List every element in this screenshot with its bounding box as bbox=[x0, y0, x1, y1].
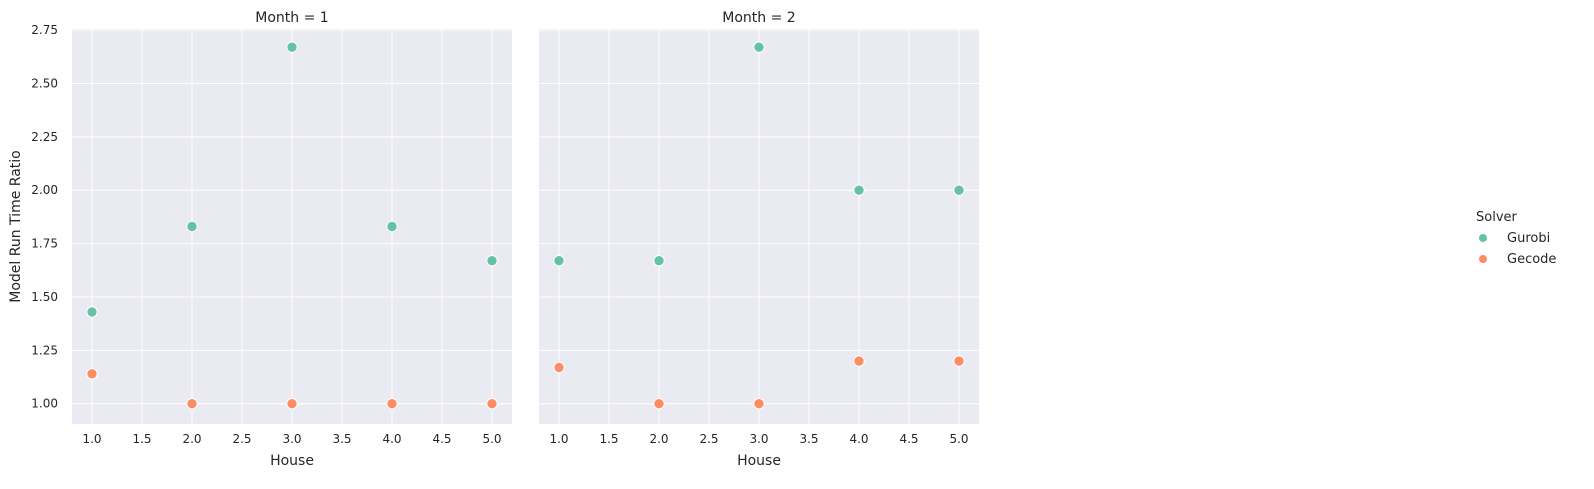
data-point-gurobi bbox=[486, 254, 498, 267]
legend-label-gecode: Gecode bbox=[1507, 252, 1556, 267]
x-tick-label: 1.5 bbox=[599, 432, 618, 446]
legend-marker-gecode bbox=[1478, 254, 1488, 264]
x-tick-label: 3.5 bbox=[332, 432, 351, 446]
x-tick-label: 2.5 bbox=[232, 432, 251, 446]
data-point-gurobi bbox=[86, 306, 98, 318]
x-tick-label: 1.0 bbox=[82, 432, 101, 446]
x-tick-label: 4.5 bbox=[899, 432, 918, 446]
x-tick-label: 4.5 bbox=[432, 432, 451, 446]
data-point-gecode bbox=[86, 368, 98, 380]
data-point-gecode bbox=[653, 398, 665, 410]
x-tick-label: 1.5 bbox=[132, 432, 151, 446]
data-point-gecode bbox=[186, 398, 198, 410]
data-point-gecode bbox=[853, 355, 865, 367]
series-gurobi bbox=[86, 41, 498, 318]
x-tick-label: 4.0 bbox=[849, 432, 868, 446]
data-point-gurobi bbox=[853, 184, 865, 196]
series-gecode bbox=[553, 355, 965, 410]
data-point-gurobi bbox=[186, 220, 198, 233]
legend-title: Solver bbox=[1476, 210, 1518, 225]
y-tick-label: 1.50 bbox=[31, 290, 58, 304]
data-point-gecode bbox=[286, 398, 298, 410]
x-tick-label: 1.0 bbox=[549, 432, 568, 446]
data-point-gecode bbox=[953, 355, 965, 367]
plot-layer: 1.0 1.5 2.0 2.5 3.0 3.5 4.0 4.5 5.0 1.00 1.25 1.50 1… bbox=[8, 10, 979, 469]
data-point-gurobi bbox=[286, 41, 298, 53]
facet-title: Month = 2 bbox=[722, 10, 795, 26]
x-tick-label: 2.0 bbox=[182, 432, 201, 446]
y-tick-label: 1.25 bbox=[31, 343, 58, 357]
facet-panel-2: 1.0 1.5 2.0 2.5 3.0 3.5 4.0 4.5 5.0 Month = 2 Hous… bbox=[539, 10, 979, 469]
data-point-gecode bbox=[553, 361, 565, 374]
data-point-gurobi bbox=[386, 220, 398, 233]
x-tick-label: 4.0 bbox=[382, 432, 401, 446]
x-tick-label: 5.0 bbox=[949, 432, 968, 446]
data-point-gurobi bbox=[953, 184, 965, 196]
legend-label-gurobi: Gurobi bbox=[1507, 231, 1550, 246]
x-axis-label: House bbox=[270, 453, 314, 469]
data-point-gecode bbox=[486, 398, 498, 410]
x-tick-label: 3.0 bbox=[282, 432, 301, 446]
y-tick-label: 1.00 bbox=[31, 397, 58, 411]
y-tick-label: 1.75 bbox=[31, 237, 58, 251]
x-tick-label: 5.0 bbox=[482, 432, 501, 446]
y-tick-label: 2.25 bbox=[31, 130, 58, 144]
data-point-gecode bbox=[386, 398, 398, 410]
facet-title: Month = 1 bbox=[255, 10, 328, 26]
series-gurobi bbox=[553, 41, 965, 267]
x-axis-label: House bbox=[737, 453, 781, 469]
y-tick-label: 2.00 bbox=[31, 183, 58, 197]
y-tick-label: 2.50 bbox=[31, 76, 58, 90]
x-tick-label: 3.0 bbox=[749, 432, 768, 446]
x-tick-label: 2.5 bbox=[699, 432, 718, 446]
legend: Solver Gurobi Gecode bbox=[1476, 210, 1556, 267]
y-tick-label: 2.75 bbox=[31, 23, 58, 37]
data-point-gecode bbox=[753, 398, 765, 410]
y-axis-label: Model Run Time Ratio bbox=[8, 150, 24, 302]
series-gecode bbox=[86, 368, 498, 410]
data-point-gurobi bbox=[753, 41, 765, 53]
data-point-gurobi bbox=[653, 254, 665, 267]
legend-marker-gurobi bbox=[1478, 233, 1488, 243]
x-tick-label: 3.5 bbox=[799, 432, 818, 446]
data-point-gurobi bbox=[553, 254, 565, 267]
x-tick-label: 2.0 bbox=[649, 432, 668, 446]
facet-panel-1: 1.0 1.5 2.0 2.5 3.0 3.5 4.0 4.5 5.0 1.00 1.25 1.50 1… bbox=[8, 10, 512, 469]
